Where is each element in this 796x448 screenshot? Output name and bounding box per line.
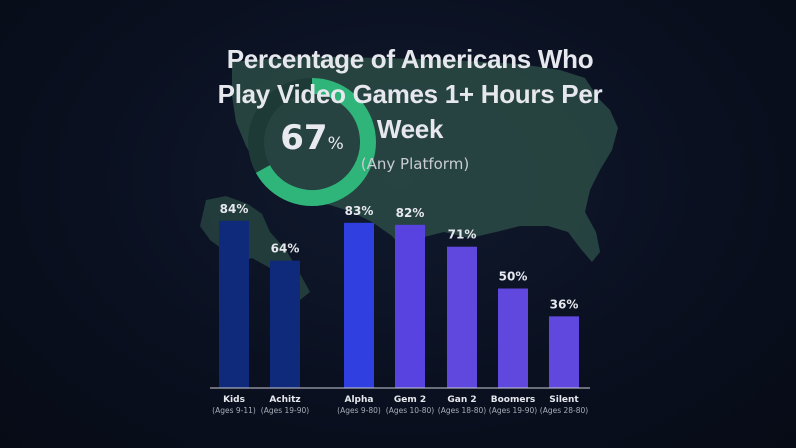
- category-label: Gem 2: [394, 395, 426, 405]
- donut-value-unit: %: [327, 134, 344, 154]
- title-line-3: Week: [376, 114, 444, 144]
- chart-title: Percentage of Americans Who Play Video G…: [200, 42, 620, 147]
- bar-achitz: [270, 260, 300, 388]
- category-label: Kids: [223, 395, 245, 405]
- category-sublabel: (Ages 28-80): [540, 406, 589, 415]
- bar-value-label: 82%: [396, 206, 425, 220]
- title-line-2: Play Video Games 1+ Hours Per: [217, 79, 603, 109]
- donut-progress-arc: [255, 78, 376, 206]
- bar-value-label: 64%: [271, 242, 300, 256]
- bar-kids: [219, 220, 249, 388]
- bar-silent: [549, 316, 579, 388]
- bar-boomers: [498, 288, 528, 388]
- category-label: Alpha: [345, 395, 374, 405]
- bar-value-label: 50%: [499, 270, 528, 284]
- category-label: Gan 2: [447, 395, 476, 405]
- chart-subtitle: (Any Platform): [360, 155, 470, 173]
- bar-alpha: [344, 222, 374, 388]
- category-sublabel: (Ages 19-90): [261, 406, 310, 415]
- category-label: Boomers: [491, 395, 536, 405]
- bar-value-label: 84%: [220, 202, 249, 216]
- category-label: Silent: [549, 395, 579, 405]
- bar-chart: 84%Kids(Ages 9-11)64%Achitz(Ages 19-90)8…: [212, 202, 588, 415]
- bar-value-label: 83%: [345, 204, 374, 218]
- bar-value-label: 36%: [550, 297, 579, 311]
- us-map-shape: [232, 56, 618, 262]
- bar-gem-2: [395, 224, 425, 388]
- bar-gan-2: [447, 246, 477, 388]
- donut-value-number: 67: [280, 118, 328, 158]
- category-sublabel: (Ages 9-11): [212, 406, 256, 415]
- bar-value-label: 71%: [448, 228, 477, 242]
- title-line-1: Percentage of Americans Who: [226, 44, 594, 74]
- category-sublabel: (Ages 10-80): [386, 406, 435, 415]
- category-label: Achitz: [269, 395, 300, 405]
- category-sublabel: (Ages 9-80): [337, 406, 381, 415]
- donut-value-label: 67%: [262, 118, 362, 158]
- category-sublabel: (Ages 18-80): [438, 406, 487, 415]
- category-sublabel: (Ages 19-90): [489, 406, 538, 415]
